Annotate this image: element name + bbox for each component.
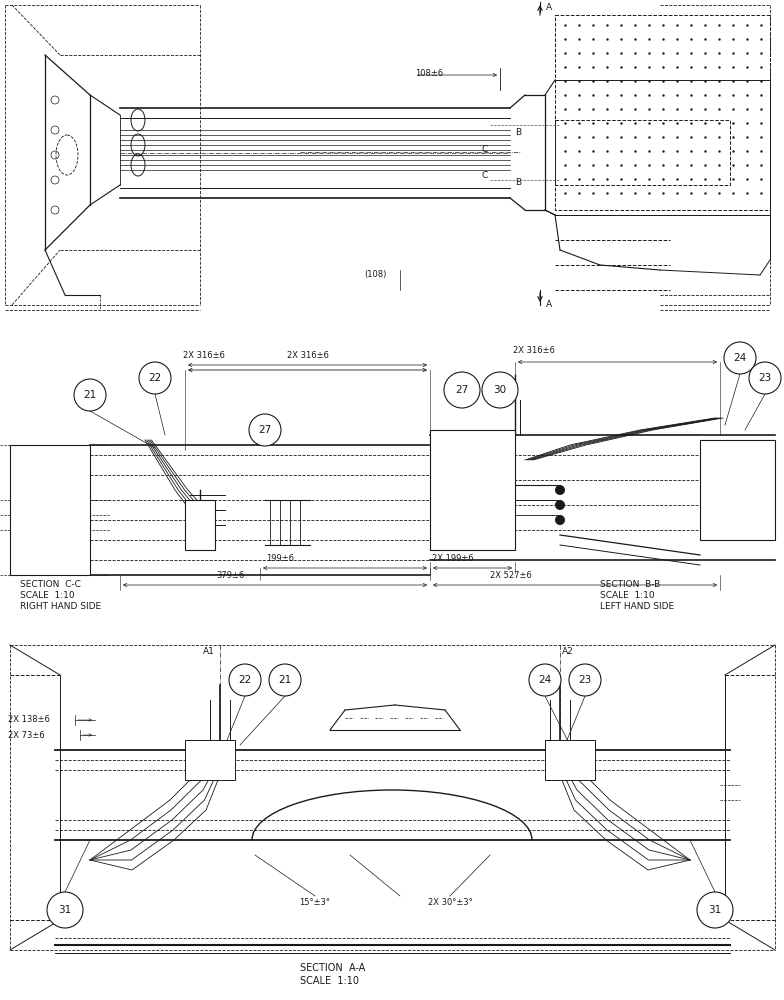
Text: SCALE  1:10: SCALE 1:10	[20, 591, 74, 600]
Text: C: C	[482, 170, 488, 180]
Circle shape	[555, 485, 565, 495]
Text: 2X 138±6: 2X 138±6	[8, 716, 50, 724]
Text: 2X 527±6: 2X 527±6	[490, 571, 532, 580]
Circle shape	[555, 515, 565, 525]
Text: SECTION  C-C: SECTION C-C	[20, 580, 81, 589]
Circle shape	[269, 664, 301, 696]
Text: B: B	[515, 128, 521, 137]
Bar	[545, 740, 595, 780]
Text: 379±6: 379±6	[216, 571, 244, 580]
Text: 2X 199±6: 2X 199±6	[432, 554, 474, 563]
Text: 2X 316±6: 2X 316±6	[287, 351, 328, 360]
Circle shape	[482, 372, 518, 408]
Text: 2X 73±6: 2X 73±6	[8, 730, 45, 740]
Text: 22: 22	[148, 373, 162, 383]
Circle shape	[229, 664, 261, 696]
Text: 21: 21	[278, 675, 292, 685]
Circle shape	[139, 362, 171, 394]
Text: 21: 21	[83, 390, 96, 400]
Circle shape	[249, 414, 281, 446]
Text: 2X 316±6: 2X 316±6	[513, 346, 555, 355]
Text: RIGHT HAND SIDE: RIGHT HAND SIDE	[20, 602, 101, 611]
Text: A2: A2	[562, 647, 574, 656]
Text: A: A	[546, 3, 552, 12]
Circle shape	[569, 664, 601, 696]
Text: 22: 22	[238, 675, 252, 685]
Text: SECTION  B-B: SECTION B-B	[600, 580, 660, 589]
Text: 2X 316±6: 2X 316±6	[183, 351, 225, 360]
Bar	[185, 740, 235, 780]
Bar	[555, 120, 730, 185]
Text: 24: 24	[733, 353, 746, 363]
Text: SCALE  1:10: SCALE 1:10	[600, 591, 655, 600]
Text: 23: 23	[579, 675, 592, 685]
Bar	[555, 15, 770, 210]
Text: 31: 31	[58, 905, 71, 915]
Text: SCALE  1:10: SCALE 1:10	[300, 976, 359, 986]
Text: 108±6: 108±6	[415, 69, 443, 78]
Circle shape	[724, 342, 756, 374]
Text: (108): (108)	[364, 270, 387, 279]
Text: 23: 23	[758, 373, 771, 383]
Circle shape	[47, 892, 83, 928]
Circle shape	[749, 362, 781, 394]
Bar	[700, 440, 775, 540]
Bar	[185, 500, 215, 550]
Circle shape	[444, 372, 480, 408]
Circle shape	[555, 500, 565, 510]
Text: A1: A1	[203, 647, 215, 656]
Circle shape	[529, 664, 561, 696]
Circle shape	[697, 892, 733, 928]
Text: 31: 31	[709, 905, 721, 915]
Bar	[430, 430, 515, 550]
Text: A: A	[546, 300, 552, 309]
Bar	[10, 445, 90, 575]
Circle shape	[74, 379, 106, 411]
Text: SECTION  A-A: SECTION A-A	[300, 963, 365, 973]
Text: 199±6: 199±6	[266, 554, 294, 563]
Text: 15°±3°: 15°±3°	[299, 898, 331, 907]
Text: B: B	[515, 178, 521, 187]
Text: 2X 30°±3°: 2X 30°±3°	[427, 898, 473, 907]
Text: C: C	[482, 145, 488, 154]
Text: 24: 24	[539, 675, 552, 685]
Text: 27: 27	[456, 385, 469, 395]
Text: LEFT HAND SIDE: LEFT HAND SIDE	[600, 602, 674, 611]
Text: 30: 30	[493, 385, 506, 395]
Text: 27: 27	[259, 425, 271, 435]
